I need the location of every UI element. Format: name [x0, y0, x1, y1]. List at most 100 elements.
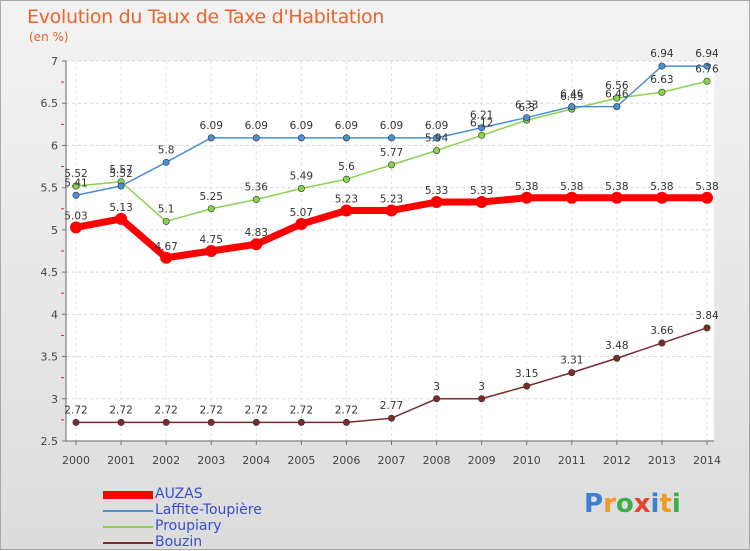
y-tick-label: 2.5 — [41, 435, 59, 448]
legend-item-laffite-toupiere: Laffite-Toupière — [103, 502, 323, 519]
data-point-proupiary — [703, 77, 711, 85]
data-label-laffite-toupi-re: 6.09 — [245, 120, 268, 132]
proxiti-logo: Proxiti — [584, 489, 681, 519]
data-label-auzas: 5.38 — [605, 181, 628, 193]
data-point-proupiary — [162, 217, 170, 225]
legend-label-auzas: AUZAS — [155, 486, 203, 502]
data-point-bouzin — [387, 414, 395, 422]
legend-item-auzas: AUZAS — [103, 486, 323, 503]
plot-area — [66, 61, 714, 441]
data-point-proupiary — [297, 185, 305, 193]
data-point-auzas — [385, 204, 398, 217]
x-tick-label: 2009 — [468, 454, 496, 467]
y-tick-label: 6 — [51, 139, 58, 152]
data-label-bouzin: 3 — [433, 381, 440, 393]
data-point-laffite-toupi-re — [523, 114, 531, 122]
y-tick-label: 5 — [51, 224, 58, 237]
data-label-laffite-toupi-re: 6.09 — [380, 120, 403, 132]
data-point-bouzin — [342, 418, 350, 426]
x-tick-label: 2010 — [513, 454, 541, 467]
data-label-laffite-toupi-re: 6.09 — [425, 120, 448, 132]
data-label-auzas: 5.13 — [109, 202, 132, 214]
legend: AUZAS Laffite-Toupière Proupiary Bouzin — [103, 486, 323, 551]
data-label-proupiary: 6.63 — [650, 74, 673, 86]
x-tick-label: 2006 — [332, 454, 360, 467]
data-point-bouzin — [117, 418, 125, 426]
data-point-proupiary — [478, 131, 486, 139]
data-label-proupiary: 5.25 — [200, 191, 223, 203]
y-tick-label: 6.5 — [41, 97, 59, 110]
data-point-bouzin — [252, 418, 260, 426]
data-label-laffite-toupi-re: 6.33 — [515, 100, 538, 112]
data-label-bouzin: 2.72 — [200, 404, 223, 416]
data-label-bouzin: 2.72 — [64, 404, 87, 416]
data-point-proupiary — [207, 205, 215, 213]
data-label-bouzin: 2.72 — [335, 404, 358, 416]
x-tick-label: 2004 — [242, 454, 270, 467]
data-label-proupiary: 5.77 — [380, 147, 403, 159]
data-label-laffite-toupi-re: 6.09 — [335, 120, 358, 132]
data-point-auzas — [70, 221, 82, 234]
data-point-auzas — [205, 245, 218, 257]
data-label-laffite-toupi-re: 6.09 — [200, 120, 223, 132]
data-point-proupiary — [252, 195, 260, 203]
logo-letter: P — [584, 489, 604, 519]
data-labels: 5.035.134.674.754.835.075.23 5.235.33 5.33… — [64, 48, 719, 416]
data-label-proupiary: 6.3 — [518, 102, 535, 114]
data-label-auzas: 5.07 — [290, 207, 313, 219]
logo-letter: o — [615, 489, 634, 519]
data-point-laffite-toupi-re — [658, 62, 666, 70]
legend-label-laffite-toupiere: Laffite-Toupière — [155, 502, 262, 518]
grid — [66, 60, 714, 442]
data-point-proupiary — [387, 161, 395, 169]
data-point-laffite-toupi-re — [342, 134, 350, 142]
legend-item-proupiary: Proupiary — [103, 518, 323, 535]
data-point-auzas — [115, 212, 128, 225]
data-label-auzas: 4.83 — [245, 227, 268, 239]
data-label-auzas: 5.33 — [425, 185, 448, 197]
legend-label-proupiary: Proupiary — [155, 518, 222, 534]
legend-label-bouzin: Bouzin — [155, 534, 203, 550]
data-label-auzas: 5.33 — [470, 185, 493, 197]
data-point-laffite-toupi-re — [252, 134, 260, 142]
data-label-proupiary: 6.43 — [560, 91, 583, 103]
data-label-laffite-toupi-re: 6.46 — [605, 89, 629, 101]
data-label-laffite-toupi-re: 6.21 — [470, 110, 493, 122]
data-label-auzas: 5.03 — [64, 210, 87, 222]
data-label-proupiary: 5.49 — [290, 171, 313, 183]
x-tick-label: 2012 — [603, 454, 631, 467]
data-label-auzas: 5.38 — [560, 181, 583, 193]
data-point-bouzin — [297, 418, 305, 426]
y-tick-label: 7 — [51, 55, 58, 68]
data-label-laffite-toupi-re: 6.46 — [560, 89, 584, 101]
data-label-laffite-toupi-re: 5.52 — [109, 168, 132, 180]
data-label-auzas: 5.23 — [335, 193, 358, 205]
data-point-laffite-toupi-re — [207, 134, 215, 142]
data-point-auzas — [655, 191, 668, 204]
legend-swatch-laffite-toupiere — [103, 510, 153, 512]
logo-letter: t — [659, 489, 672, 519]
y-tick-label: 4.5 — [41, 266, 59, 279]
data-point-auzas — [340, 204, 353, 217]
series-group — [70, 62, 713, 426]
data-point-proupiary — [72, 182, 80, 190]
chart-title: Evolution du Taux de Taxe d'Habitation — [27, 6, 385, 28]
data-point-laffite-toupi-re — [117, 182, 125, 190]
y-tick-label: 3.5 — [41, 351, 59, 364]
x-tick-label: 2014 — [693, 454, 721, 467]
x-tick-label: 2001 — [107, 454, 135, 467]
data-label-proupiary: 5.52 — [64, 168, 87, 180]
legend-item-bouzin: Bouzin — [103, 534, 323, 551]
data-label-laffite-toupi-re: 6.94 — [650, 48, 674, 60]
data-point-laffite-toupi-re — [568, 103, 576, 111]
data-point-laffite-toupi-re — [478, 124, 486, 132]
data-label-auzas: 4.75 — [200, 234, 223, 246]
y-tick-label: 4 — [51, 308, 58, 321]
data-label-proupiary: 5.1 — [158, 203, 175, 215]
data-point-laffite-toupi-re — [703, 62, 711, 70]
data-label-auzas: 5.38 — [695, 181, 718, 193]
data-label-bouzin: 2.72 — [154, 404, 177, 416]
y-tick-label: 5.5 — [41, 182, 59, 195]
logo-letter: i — [650, 489, 660, 519]
